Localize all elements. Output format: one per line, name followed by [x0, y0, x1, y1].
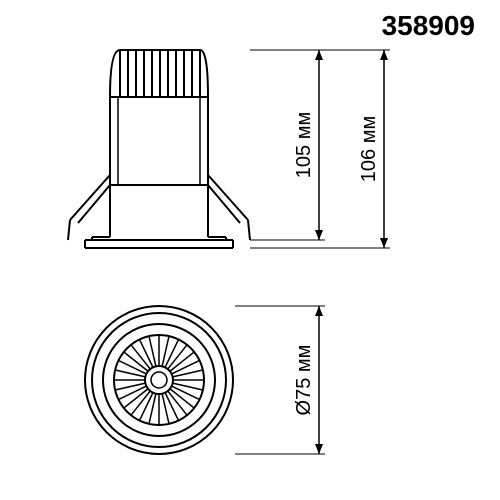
mounting-clip-left — [68, 175, 110, 240]
fixture-body — [110, 97, 208, 185]
dimension-106: 106 мм — [250, 50, 390, 248]
side-view — [68, 50, 250, 248]
dimension-diameter: Ø75 мм — [235, 306, 325, 454]
dim-106-label: 106 мм — [358, 116, 380, 182]
dim-105-label: 105 мм — [293, 112, 315, 178]
dimension-105: 105 мм — [250, 50, 325, 240]
bottom-view — [85, 306, 233, 454]
heatsink-fins — [110, 50, 208, 97]
mounting-clip-right — [208, 175, 250, 240]
product-code: 358909 — [382, 10, 475, 42]
flange — [85, 185, 233, 248]
technical-diagram: 105 мм 106 мм — [50, 45, 450, 485]
dim-diameter-label: Ø75 мм — [293, 345, 315, 416]
